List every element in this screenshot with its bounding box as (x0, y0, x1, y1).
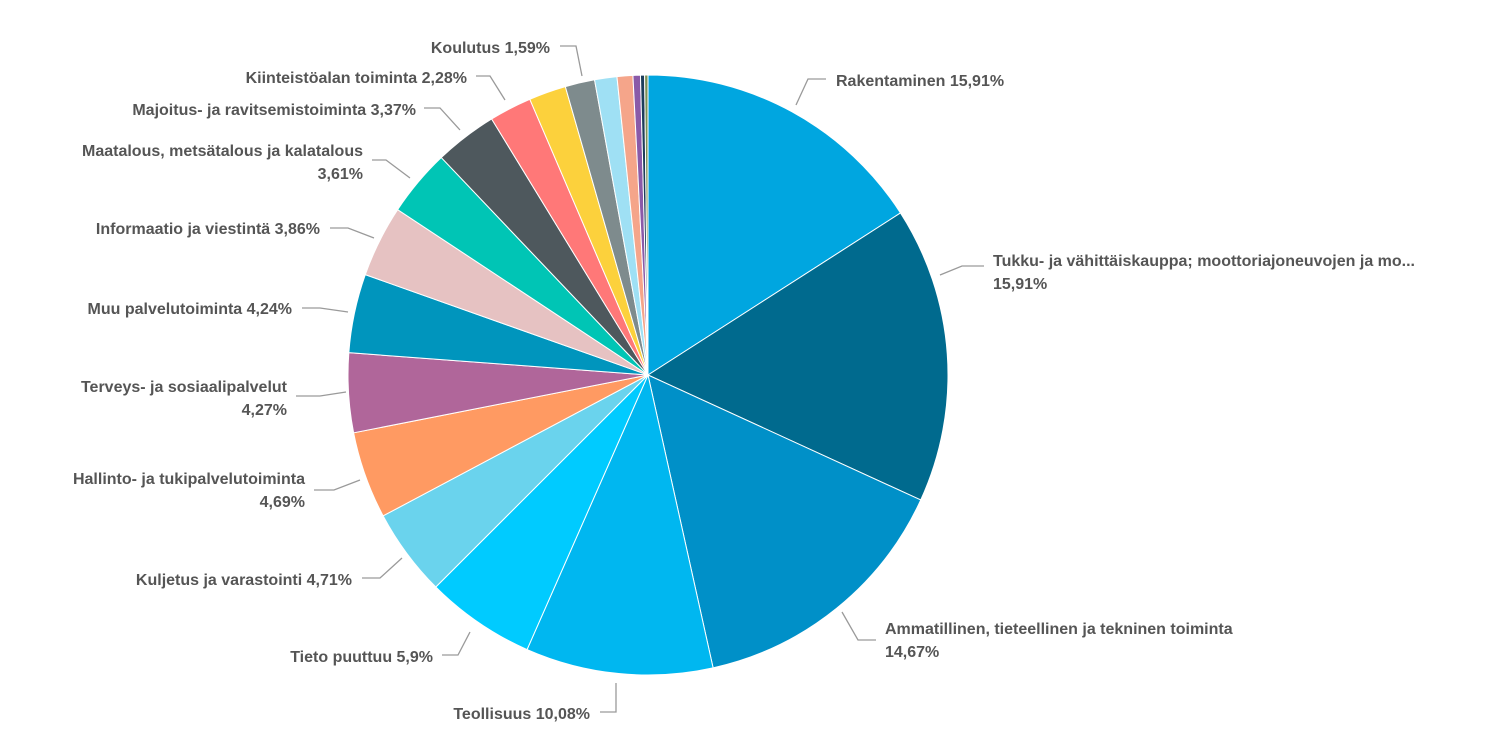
slice-data-label-line: Majoitus- ja ravitsemistoiminta 3,37% (132, 102, 416, 119)
slice-data-label-line: 3,61% (318, 166, 363, 183)
slice-data-label: Informaatio ja viestintä 3,86% (96, 221, 320, 238)
pie-slice[interactable] (647, 74, 902, 376)
slice-data-label: Majoitus- ja ravitsemistoiminta 3,37% (132, 102, 416, 119)
data-labels: Rakentaminen 15,91% Tukku- ja vähittäiska… (73, 40, 1415, 723)
pie-slice[interactable] (526, 373, 714, 676)
slice-data-label-line: Terveys- ja sosiaalipalvelut (81, 379, 288, 396)
slice-data-label: Tieto puuttuu 5,9% (290, 649, 433, 666)
slice-data-label-line: 4,27% (242, 402, 287, 419)
pie-slices (347, 74, 949, 676)
slice-data-label-line: 4,69% (260, 494, 305, 511)
slice-data-label-line: Tieto puuttuu 5,9% (290, 649, 433, 666)
slice-data-label: Hallinto- ja tukipalvelutoiminta 4,69% (73, 471, 305, 511)
label-connector-line (939, 265, 984, 276)
label-connector-line (560, 45, 583, 77)
pie-slice[interactable] (644, 74, 649, 376)
label-connector-line (442, 631, 471, 656)
pie-slice[interactable] (646, 212, 949, 501)
label-connector-line (372, 159, 411, 179)
label-connector-line (795, 78, 826, 106)
slice-data-label-line: Tukku- ja vähittäiskauppa; moottoriajone… (993, 253, 1415, 270)
slice-data-label-line: 15,91% (993, 276, 1047, 293)
slice-data-label: Ammatillinen, tieteellinen ja tekninen t… (885, 621, 1233, 661)
label-connector-line (302, 307, 349, 313)
label-connector-line (362, 557, 403, 579)
slice-data-label-line: Muu palvelutoiminta 4,24% (88, 301, 292, 318)
slice-data-label-line: Informaatio ja viestintä 3,86% (96, 221, 320, 238)
slice-data-label-line: 14,67% (885, 644, 939, 661)
slice-data-label-line: Kuljetus ja varastointi 4,71% (136, 572, 352, 589)
label-connector-line (314, 479, 361, 491)
slice-data-label-line: Ammatillinen, tieteellinen ja tekninen t… (885, 621, 1233, 638)
slice-data-label: Maatalous, metsätalous ja kalatalous 3,61… (82, 143, 363, 183)
pie-slice[interactable] (647, 374, 922, 669)
slice-data-label: Teollisuus 10,08% (453, 706, 590, 723)
label-connector-line (424, 107, 461, 131)
label-connector-line (330, 227, 375, 239)
slice-data-label-line: Hallinto- ja tukipalvelutoiminta (73, 471, 305, 488)
slice-data-label: Terveys- ja sosiaalipalvelut 4,27% (81, 379, 288, 419)
slice-data-label: Kiinteistöalan toiminta 2,28% (246, 70, 467, 87)
slice-data-label: Muu palvelutoiminta 4,24% (88, 301, 292, 318)
label-connector-line (841, 611, 876, 641)
label-connector-line (600, 683, 617, 713)
label-connector-line (476, 75, 506, 101)
slice-data-label-line: Rakentaminen 15,91% (836, 73, 1004, 90)
slice-data-label-line: Teollisuus 10,08% (453, 706, 590, 723)
slice-data-label: Rakentaminen 15,91% (836, 73, 1004, 90)
slice-data-label: Tukku- ja vähittäiskauppa; moottoriajone… (993, 253, 1415, 293)
slice-data-label: Kuljetus ja varastointi 4,71% (136, 572, 352, 589)
label-connector-line (296, 391, 347, 397)
slice-data-label-line: Koulutus 1,59% (431, 40, 550, 57)
slice-data-label-line: Kiinteistöalan toiminta 2,28% (246, 70, 467, 87)
slice-data-label: Koulutus 1,59% (431, 40, 550, 57)
slice-data-label-line: Maatalous, metsätalous ja kalatalous (82, 143, 363, 160)
